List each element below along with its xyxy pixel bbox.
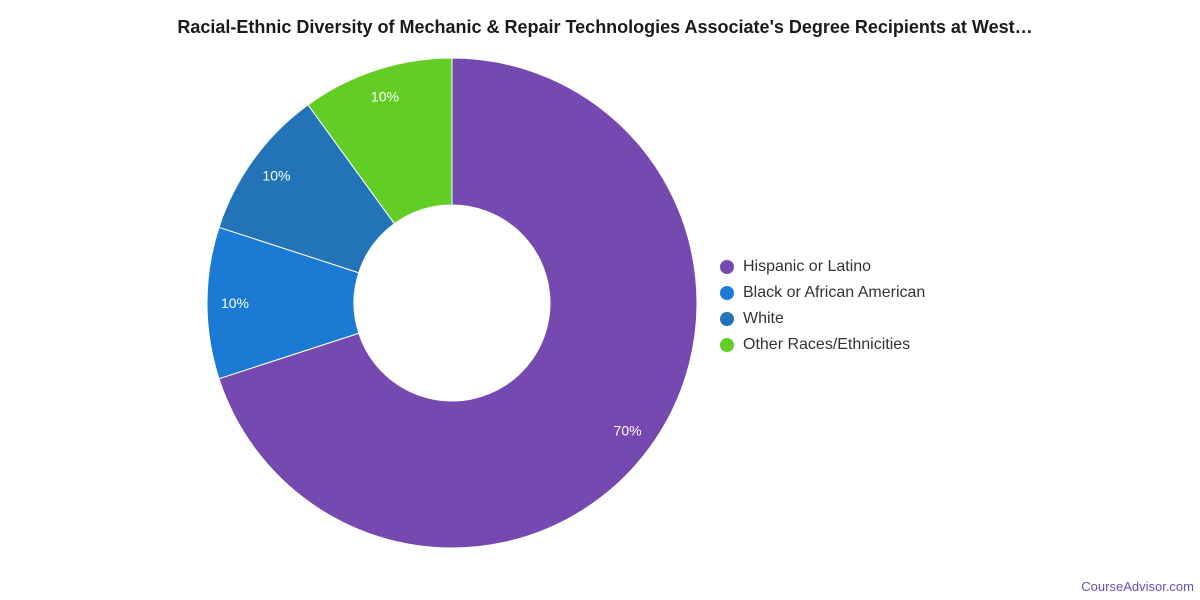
data-label-black-or-african-american: 10% xyxy=(221,295,249,311)
legend-label: White xyxy=(743,310,784,327)
legend-label: Hispanic or Latino xyxy=(743,258,872,275)
legend-label: Black or African American xyxy=(743,284,926,301)
legend-item-white[interactable]: White xyxy=(720,306,925,332)
data-labels-group: 70% 10% 10% 10% xyxy=(221,89,642,439)
slices-group xyxy=(206,57,698,549)
legend-swatch xyxy=(720,338,734,352)
data-label-white: 10% xyxy=(262,167,290,183)
legend-swatch xyxy=(720,260,734,274)
data-label-other-races-ethnicities: 10% xyxy=(371,89,399,105)
legend: Hispanic or Latino Black or African Ameri… xyxy=(720,254,925,358)
legend-swatch xyxy=(720,312,734,326)
source-credit[interactable]: CourseAdvisor.com xyxy=(1081,579,1194,594)
legend-label: Other Races/Ethnicities xyxy=(743,336,911,353)
data-label-hispanic-or-latino: 70% xyxy=(614,423,642,439)
legend-item-black-or-african-american[interactable]: Black or African American xyxy=(720,280,925,306)
chart-title: Racial-Ethnic Diversity of Mechanic & Re… xyxy=(177,17,1033,37)
legend-item-hispanic-or-latino[interactable]: Hispanic or Latino xyxy=(720,254,925,280)
slice-hispanic-or-latino[interactable] xyxy=(218,57,698,549)
legend-item-other-races-ethnicities[interactable]: Other Races/Ethnicities xyxy=(720,332,925,358)
slice-other-races-ethnicities[interactable] xyxy=(307,57,453,225)
legend-swatch xyxy=(720,286,734,300)
